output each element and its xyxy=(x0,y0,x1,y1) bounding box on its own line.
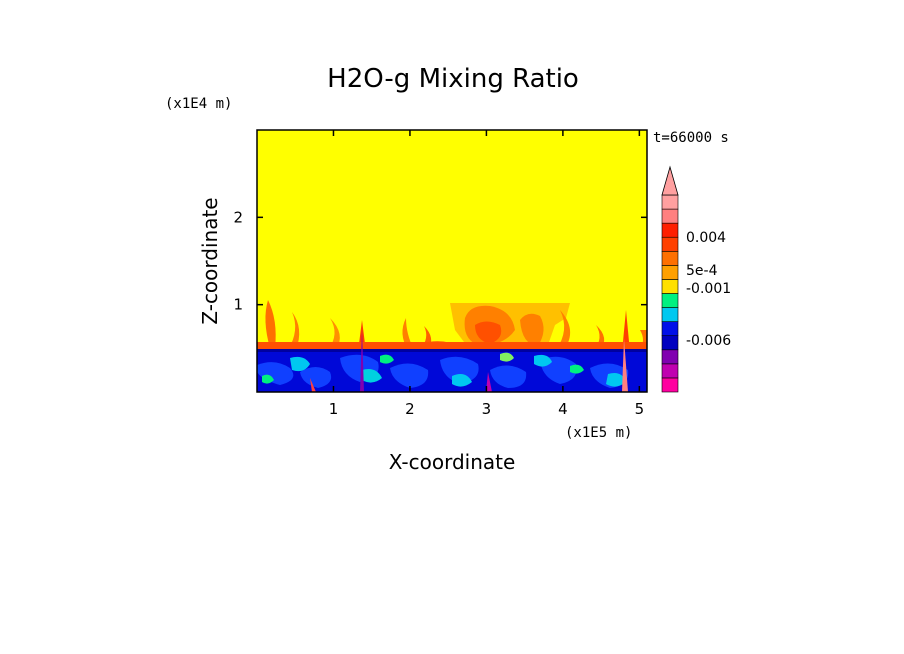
y-axis: 12 xyxy=(233,208,647,314)
y-tick-label: 2 xyxy=(233,208,243,226)
colorbar-segment xyxy=(661,307,679,322)
chart-title: H2O-g Mixing Ratio xyxy=(327,64,579,94)
colorbar-segment xyxy=(661,194,679,210)
colorbar-segment xyxy=(661,293,679,308)
colorbar-label: 5e-4 xyxy=(686,263,718,279)
colorbar-segment xyxy=(661,250,679,266)
colorbar-label: 0.004 xyxy=(686,230,726,246)
x-unit-label: (x1E5 m) xyxy=(565,425,632,441)
colorbar-segment xyxy=(661,279,679,294)
x-tick-label: 1 xyxy=(329,400,339,418)
y-axis-label: Z-coordinate xyxy=(198,197,222,324)
region-lower-mixed-layer xyxy=(257,330,647,392)
colorbar-segment xyxy=(661,363,679,379)
colorbar-segment xyxy=(661,236,679,252)
plot-frame xyxy=(256,129,648,393)
colorbar-segment xyxy=(661,349,679,365)
y-unit-label: (x1E4 m) xyxy=(165,96,232,112)
x-tick-label: 2 xyxy=(405,400,415,418)
time-label: t=66000 s xyxy=(653,130,729,146)
colorbar-label: -0.001 xyxy=(686,281,731,297)
colorbar-segment xyxy=(661,208,679,224)
region-upper-background xyxy=(257,130,647,352)
colorbar: 0.004 5e-4 -0.001 -0.006 xyxy=(661,165,731,393)
colorbar-segment xyxy=(661,265,679,280)
colorbar-segment xyxy=(661,321,679,337)
x-tick-label: 3 xyxy=(482,400,492,418)
feature-orange-plume xyxy=(450,303,570,350)
x-axis-label: X-coordinate xyxy=(389,450,516,474)
y-tick-label: 1 xyxy=(233,296,243,314)
plot-area xyxy=(257,130,647,392)
colorbar-label: -0.006 xyxy=(686,333,731,349)
x-tick-label: 5 xyxy=(635,400,645,418)
colorbar-segment xyxy=(661,377,679,393)
colorbar-segment xyxy=(661,222,679,238)
colorbar-segment xyxy=(661,335,679,351)
colorbar-extend-arrow xyxy=(661,165,679,196)
x-axis: 1 2 3 4 5 xyxy=(329,130,644,418)
x-tick-label: 4 xyxy=(558,400,568,418)
